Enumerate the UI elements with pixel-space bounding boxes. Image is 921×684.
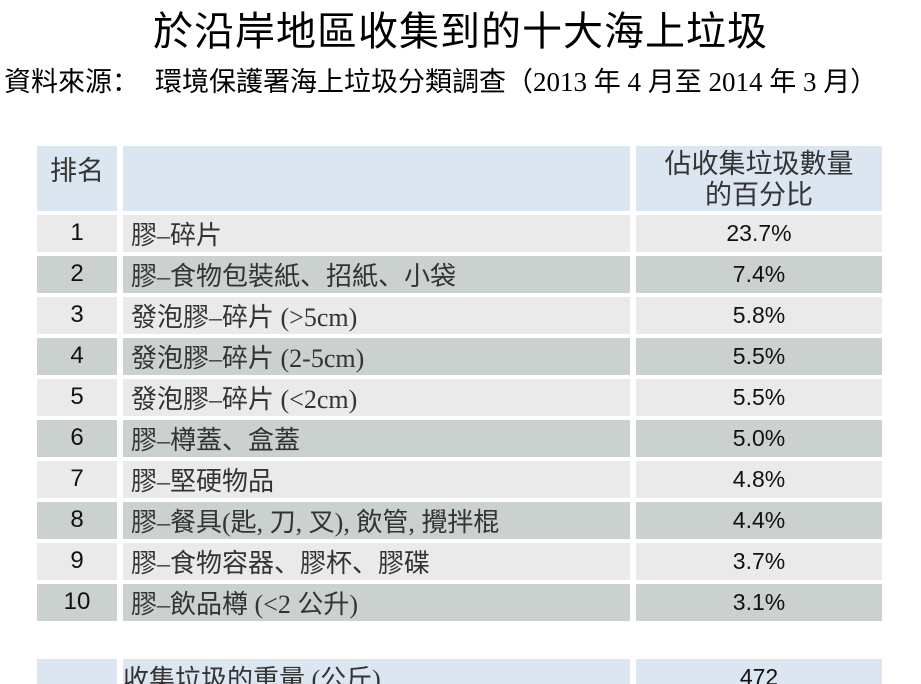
rank-cell: 1 <box>37 214 117 252</box>
percent-cell: 7.4% <box>636 255 882 293</box>
table-row: 3 發泡膠–碎片 (>5cm) 5.8% <box>37 296 882 334</box>
rank-cell: 8 <box>37 501 117 539</box>
header-percent-line1: 佔收集垃圾數量 <box>664 148 854 179</box>
rank-cell: 4 <box>37 337 117 375</box>
table-row: 1 膠–碎片 23.7% <box>37 214 882 252</box>
table-row: 6 膠–樽蓋、盒蓋 5.0% <box>37 419 882 457</box>
item-cell: 膠–碎片 <box>123 214 630 252</box>
item-cell: 膠–堅硬物品 <box>123 460 630 498</box>
data-source: 資料來源： 環境保護署海上垃圾分類調查（2013 年 4 月至 2014 年 3 … <box>4 66 921 100</box>
item-cell: 發泡膠–碎片 (<2cm) <box>123 378 630 416</box>
summary-rank-cell <box>37 658 117 684</box>
header-percent-line2: 的百分比 <box>705 179 813 210</box>
table-row: 4 發泡膠–碎片 (2-5cm) 5.5% <box>37 337 882 375</box>
rank-cell: 2 <box>37 255 117 293</box>
percent-cell: 3.7% <box>636 542 882 580</box>
table-row: 7 膠–堅硬物品 4.8% <box>37 460 882 498</box>
table-row: 5 發泡膠–碎片 (<2cm) 5.5% <box>37 378 882 416</box>
rank-cell: 9 <box>37 542 117 580</box>
rank-cell: 5 <box>37 378 117 416</box>
percent-cell: 5.0% <box>636 419 882 457</box>
header-rank: 排名 <box>37 145 117 211</box>
header-percent: 佔收集垃圾數量 的百分比 <box>636 145 882 211</box>
litter-table: 排名 佔收集垃圾數量 的百分比 1 膠–碎片 23.7% 2 膠–食物包裝紙、招… <box>31 142 888 625</box>
summary-table: 收集垃圾的重量 (公斤) 472 收集垃圾的數量 25266 <box>31 655 888 684</box>
rank-cell: 7 <box>37 460 117 498</box>
data-source-text: 環境保護署海上垃圾分類調查（2013 年 4 月至 2014 年 3 月） <box>155 67 878 97</box>
summary-value-cell: 472 <box>636 658 882 684</box>
header-item <box>123 145 630 211</box>
item-cell: 發泡膠–碎片 (2-5cm) <box>123 337 630 375</box>
rank-cell: 10 <box>37 583 117 621</box>
item-cell: 膠–飲品樽 (<2 公升) <box>123 583 630 621</box>
table-header-row: 排名 佔收集垃圾數量 的百分比 <box>37 145 882 211</box>
percent-cell: 5.8% <box>636 296 882 334</box>
percent-cell: 4.8% <box>636 460 882 498</box>
summary-label-cell: 收集垃圾的重量 (公斤) <box>123 658 630 684</box>
page-title: 於沿岸地區收集到的十大海上垃圾 <box>153 9 768 54</box>
item-cell: 膠–食物容器、膠杯、膠碟 <box>123 542 630 580</box>
table-row: 8 膠–餐具(匙, 刀, 叉), 飲管, 攪拌棍 4.4% <box>37 501 882 539</box>
table-row: 9 膠–食物容器、膠杯、膠碟 3.7% <box>37 542 882 580</box>
percent-cell: 23.7% <box>636 214 882 252</box>
item-cell: 膠–食物包裝紙、招紙、小袋 <box>123 255 630 293</box>
table-row: 2 膠–食物包裝紙、招紙、小袋 7.4% <box>37 255 882 293</box>
percent-cell: 4.4% <box>636 501 882 539</box>
item-cell: 膠–餐具(匙, 刀, 叉), 飲管, 攪拌棍 <box>123 501 630 539</box>
percent-cell: 3.1% <box>636 583 882 621</box>
percent-cell: 5.5% <box>636 378 882 416</box>
rank-cell: 3 <box>37 296 117 334</box>
rank-cell: 6 <box>37 419 117 457</box>
item-cell: 膠–樽蓋、盒蓋 <box>123 419 630 457</box>
table-row: 10 膠–飲品樽 (<2 公升) 3.1% <box>37 583 882 621</box>
percent-cell: 5.5% <box>636 337 882 375</box>
summary-row: 收集垃圾的重量 (公斤) 472 <box>37 658 882 684</box>
data-source-label: 資料來源： <box>4 67 139 97</box>
item-cell: 發泡膠–碎片 (>5cm) <box>123 296 630 334</box>
